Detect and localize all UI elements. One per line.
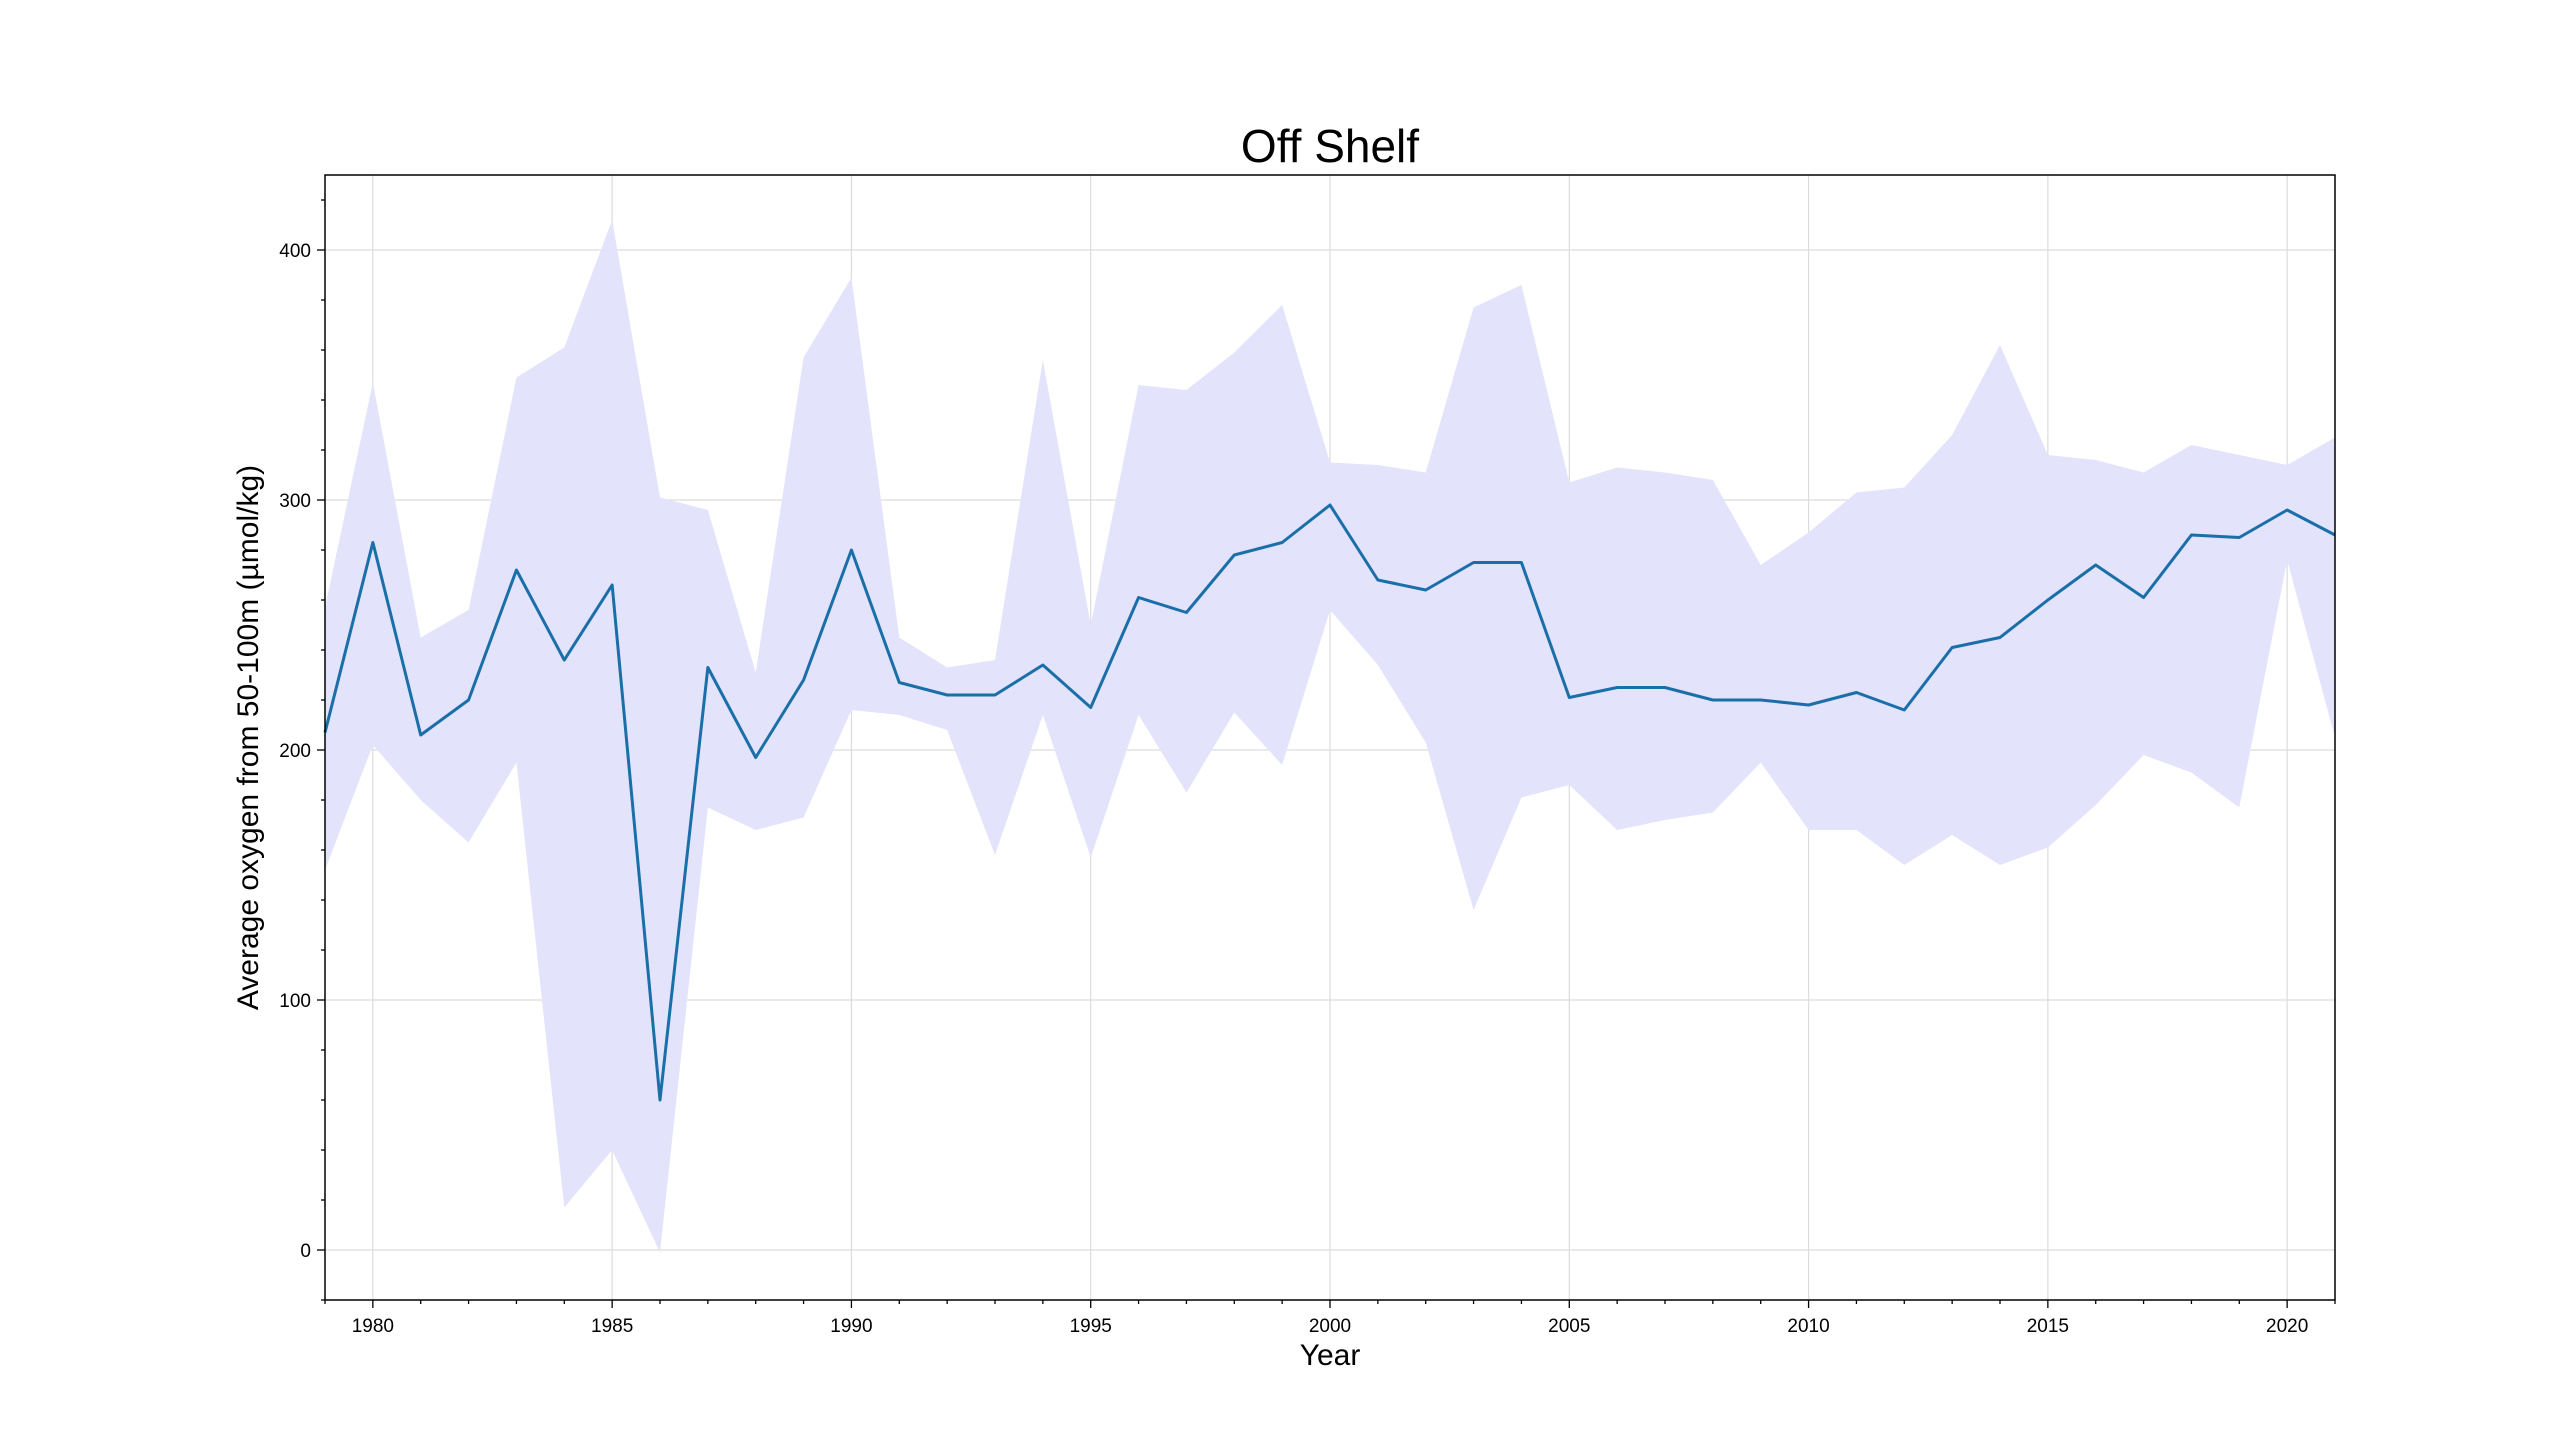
x-axis-label: Year xyxy=(1300,1339,1361,1372)
y-tick-label: 0 xyxy=(300,1241,311,1262)
x-tick-label: 2020 xyxy=(2266,1316,2308,1337)
band-area xyxy=(325,220,2335,1253)
chart-title: Off Shelf xyxy=(1241,120,1419,172)
x-tick-label: 1985 xyxy=(591,1316,633,1337)
y-axis-label: Average oxygen from 50-100m (µmol/kg) xyxy=(232,465,265,1010)
x-tick-label: 2000 xyxy=(1309,1316,1351,1337)
x-tick-label: 1980 xyxy=(352,1316,394,1337)
x-tick-label: 2015 xyxy=(2027,1316,2069,1337)
y-tick-label: 400 xyxy=(279,241,311,262)
confidence-band xyxy=(325,220,2335,1253)
x-tick-label: 2010 xyxy=(1787,1316,1829,1337)
x-tick-label: 1990 xyxy=(830,1316,872,1337)
x-tick-label: 2005 xyxy=(1548,1316,1590,1337)
axis-ticks: 1980 1985 1990 1995 2000 2005 2010 2015 2020 0 100… xyxy=(279,199,2336,1337)
y-tick-label: 200 xyxy=(279,741,311,762)
y-tick-label: 300 xyxy=(279,491,311,512)
y-tick-label: 100 xyxy=(279,991,311,1012)
data-line xyxy=(323,503,2336,1102)
x-tick-label: 1995 xyxy=(1070,1316,1112,1337)
